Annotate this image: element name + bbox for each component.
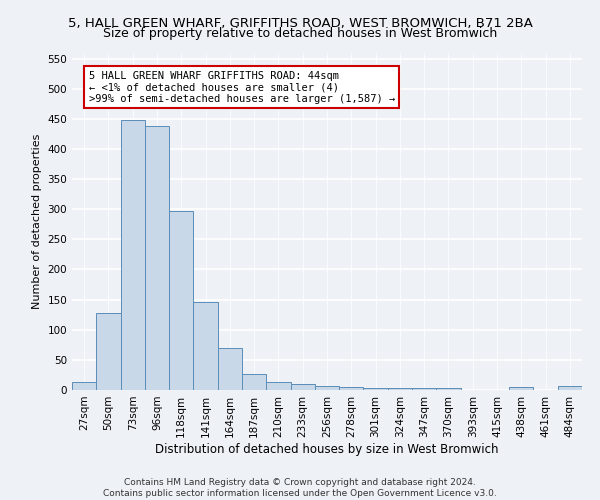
Bar: [218, 348, 242, 390]
Bar: [96, 314, 121, 390]
Text: 5 HALL GREEN WHARF GRIFFITHS ROAD: 44sqm
← <1% of detached houses are smaller (4: 5 HALL GREEN WHARF GRIFFITHS ROAD: 44sqm…: [89, 70, 395, 104]
Text: 5, HALL GREEN WHARF, GRIFFITHS ROAD, WEST BROMWICH, B71 2BA: 5, HALL GREEN WHARF, GRIFFITHS ROAD, WES…: [68, 18, 532, 30]
Bar: [290, 384, 315, 390]
Bar: [193, 302, 218, 390]
Bar: [436, 388, 461, 390]
Bar: [388, 388, 412, 390]
Bar: [72, 382, 96, 390]
Bar: [266, 382, 290, 390]
Bar: [315, 386, 339, 390]
Text: Contains HM Land Registry data © Crown copyright and database right 2024.
Contai: Contains HM Land Registry data © Crown c…: [103, 478, 497, 498]
Bar: [242, 374, 266, 390]
X-axis label: Distribution of detached houses by size in West Bromwich: Distribution of detached houses by size …: [155, 442, 499, 456]
Y-axis label: Number of detached properties: Number of detached properties: [32, 134, 42, 309]
Text: Size of property relative to detached houses in West Bromwich: Size of property relative to detached ho…: [103, 28, 497, 40]
Bar: [558, 386, 582, 390]
Bar: [121, 120, 145, 390]
Bar: [364, 388, 388, 390]
Bar: [145, 126, 169, 390]
Bar: [509, 387, 533, 390]
Bar: [169, 211, 193, 390]
Bar: [339, 387, 364, 390]
Bar: [412, 388, 436, 390]
